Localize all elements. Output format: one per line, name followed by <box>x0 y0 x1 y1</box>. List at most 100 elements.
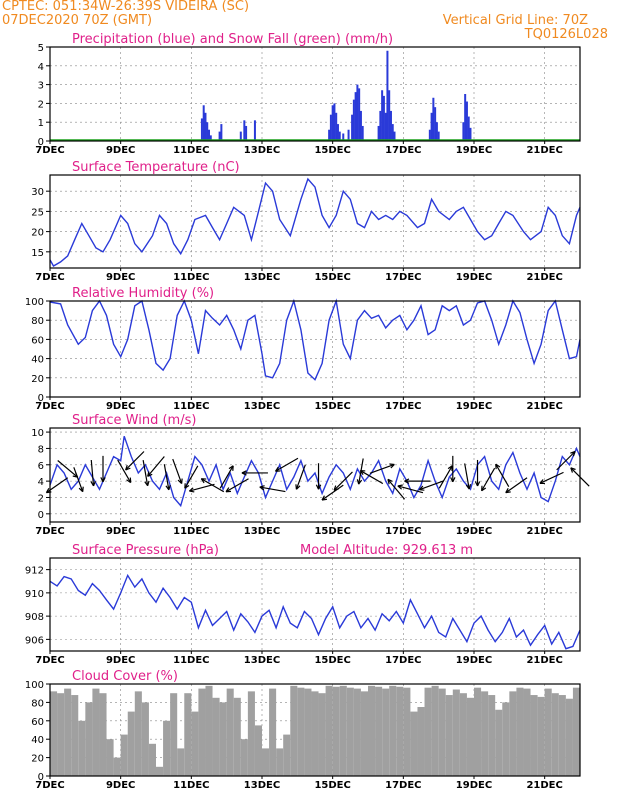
wind-arrow-shaft <box>90 459 95 486</box>
y-tick-label: 5 <box>38 43 44 54</box>
wind-arrow-head <box>447 465 453 470</box>
wind-arrow-shaft <box>419 480 445 491</box>
precip-bar <box>220 124 223 141</box>
x-tick-label: 21DEC <box>526 272 562 283</box>
precip-bar <box>239 131 242 141</box>
wind-arrow-head <box>317 484 322 490</box>
precip-bar <box>379 110 382 141</box>
precip-bar <box>253 120 256 141</box>
wind-arrow <box>464 463 472 490</box>
cloud-bar <box>64 688 72 776</box>
wind-arrow-head <box>296 485 301 490</box>
wind-arrow-head <box>333 488 339 491</box>
wind-arrow-head <box>259 485 265 488</box>
precip-bar <box>467 116 470 141</box>
wind-arrow <box>556 450 576 471</box>
precip-bar <box>381 90 384 141</box>
x-tick-label: 13DEC <box>244 401 280 412</box>
wind-arrow-head <box>125 467 131 471</box>
y-tick-label: 908 <box>25 612 44 623</box>
panel-temp: Surface Temperature (nC) 15 20 25 30 7DEC 9DEC… <box>31 160 581 283</box>
y-tick-label: 80 <box>31 316 44 327</box>
wind-arrow <box>259 485 286 493</box>
precip-bar <box>342 133 345 141</box>
cloud-bar <box>311 691 319 776</box>
x-tick-label: 11DEC <box>173 526 209 537</box>
precip-bar <box>243 120 246 141</box>
cloud-bar <box>85 702 93 776</box>
wind-arrow <box>188 483 215 493</box>
panel-title: Surface Temperature (nC) <box>72 160 240 175</box>
cloud-bar <box>184 693 192 776</box>
wind-arrow <box>184 465 199 489</box>
cloud-bar <box>417 707 425 776</box>
cloud-bar <box>466 697 474 776</box>
wind-arrow-head <box>387 478 393 482</box>
precip-bar <box>393 131 396 141</box>
wind-arrow-head <box>495 463 501 468</box>
wind-arrow-head <box>452 477 456 483</box>
wind-arrow <box>73 467 84 493</box>
wind-arrow-head <box>126 479 132 484</box>
x-tick-label: 21DEC <box>526 655 562 666</box>
cloud-bar <box>198 688 206 776</box>
wind-arrow-head <box>102 477 106 483</box>
wind-arrow-head <box>397 485 403 490</box>
panel-frame <box>49 174 581 269</box>
cloud-bar <box>431 685 439 776</box>
panel-frame <box>49 557 581 652</box>
precip-bar <box>245 125 248 141</box>
precip-bar <box>428 129 431 141</box>
x-tick-label: 13DEC <box>244 526 280 537</box>
wind-arrow-head <box>147 480 150 486</box>
y-tick-label: 40 <box>31 355 44 366</box>
wind-arrow <box>200 478 225 493</box>
wind-arrow-shaft <box>73 467 84 492</box>
wind-arrow-shaft <box>125 451 145 471</box>
precip-bar <box>434 107 437 141</box>
wind-arrow-head <box>570 450 576 454</box>
x-tick-label: 13DEC <box>244 655 280 666</box>
wind-arrow-head <box>189 490 195 493</box>
x-tick-label: 19DEC <box>456 526 492 537</box>
wind-arrow-head <box>572 451 576 457</box>
cloud-bar <box>572 687 580 776</box>
precip-bar <box>389 110 392 141</box>
y-tick-label: 1 <box>38 118 44 129</box>
cloud-bar <box>481 691 489 776</box>
wind-arrow <box>172 458 183 484</box>
wind-arrow <box>474 459 481 487</box>
panel-cloud: Cloud Cover (%) 0 20 40 60 80 100 7DEC 9DEC 11DEC… <box>25 669 581 791</box>
wind-arrow-shaft <box>295 464 306 490</box>
precip-bar <box>200 118 203 141</box>
wind-arrow <box>142 460 150 487</box>
wind-arrow-head <box>468 484 472 490</box>
x-tick-label: 21DEC <box>526 526 562 537</box>
precip-bar <box>359 110 362 141</box>
wind-arrow-shaft <box>142 460 149 486</box>
wind-arrow-head <box>390 464 395 469</box>
precip-bar <box>206 122 209 141</box>
precip-bar <box>388 90 391 141</box>
wind-arrow-head <box>505 491 511 494</box>
x-tick-label: 9DEC <box>106 655 135 666</box>
x-tick-label: 19DEC <box>456 401 492 412</box>
wind-arrow-shaft <box>481 467 496 492</box>
cloud-bar <box>170 693 178 776</box>
precip-bar <box>333 103 336 141</box>
cloud-bar <box>269 688 277 776</box>
precip-bar <box>382 95 385 141</box>
wind-arrow-head <box>78 487 84 493</box>
x-tick-label: 17DEC <box>385 145 421 156</box>
wind-arrow <box>147 456 165 477</box>
wind-arrow-shaft <box>387 478 406 500</box>
wind-arrow-shaft <box>147 456 165 477</box>
panel-title: Precipitation (blue) and Snow Fall (gree… <box>72 32 393 47</box>
wind-arrow-shaft <box>438 465 453 489</box>
panel-subtitle: Model Altitude: 929.613 m <box>300 543 473 558</box>
x-tick-label: 7DEC <box>35 145 64 156</box>
wind-arrow-head <box>570 467 574 473</box>
wind-arrow-head <box>165 485 170 491</box>
y-tick-label: 8 <box>38 444 44 455</box>
cloud-bar <box>375 686 383 776</box>
